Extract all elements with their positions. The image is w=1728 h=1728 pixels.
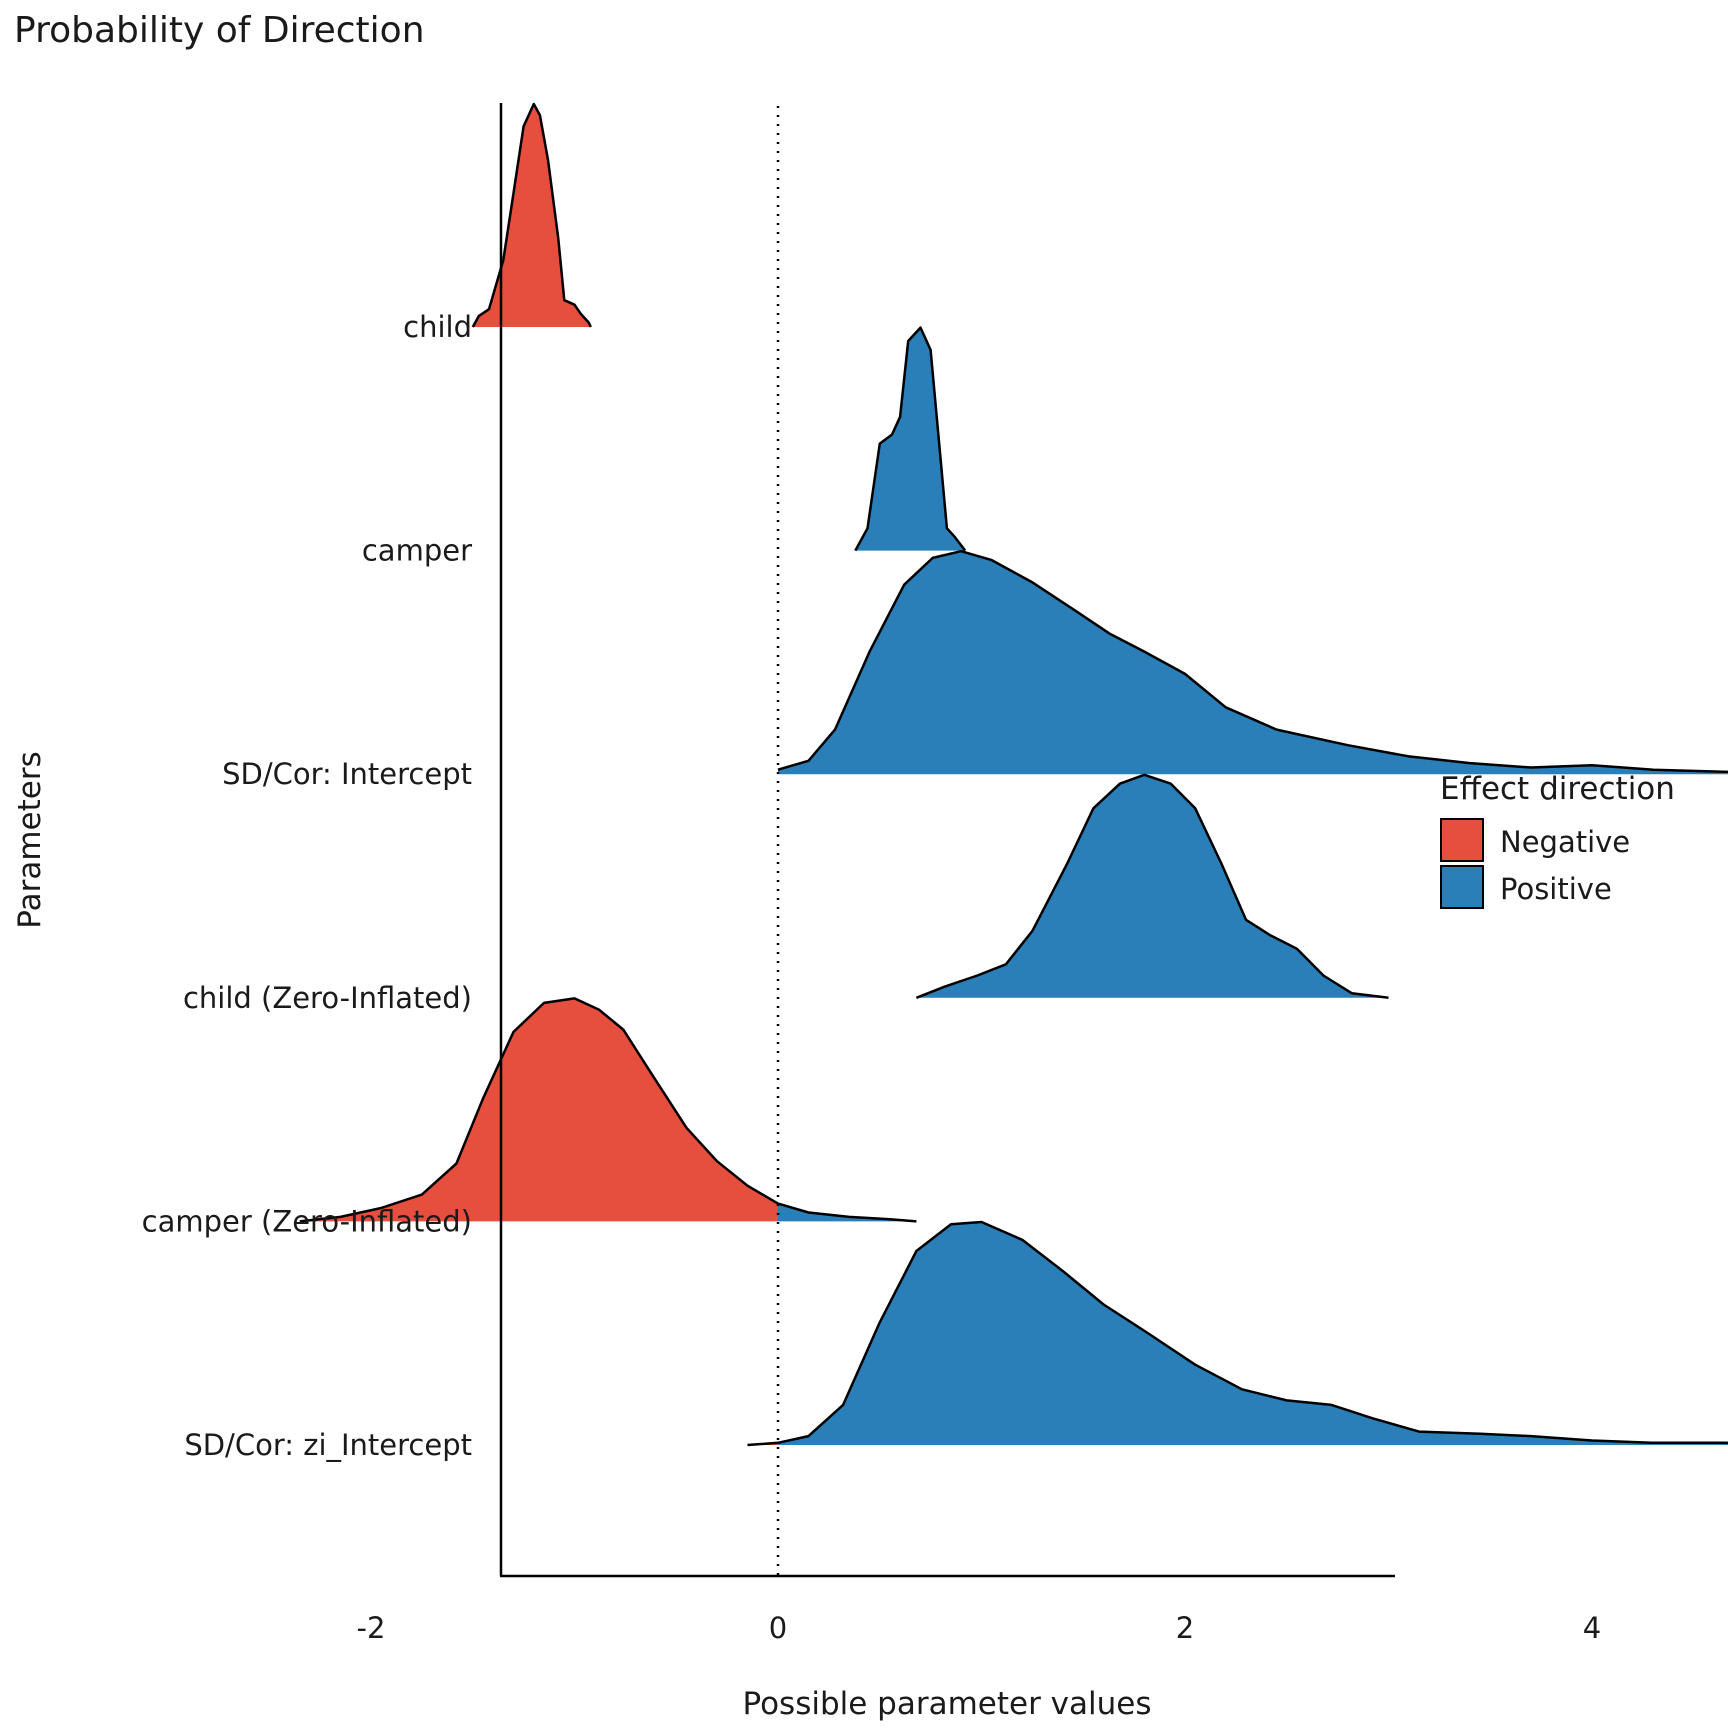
legend: Effect direction Negative Positive — [1440, 771, 1675, 909]
ridges-layer — [299, 102, 1728, 1447]
x-tick-label: 0 — [769, 1611, 787, 1645]
x-tick-label: -2 — [357, 1611, 386, 1645]
y-tick-label: camper — [362, 534, 472, 568]
ridge-outline — [915, 773, 1389, 1000]
y-tick-labels: child camper SD/Cor: Intercept child (Zero-… — [142, 310, 472, 1462]
legend-title: Effect direction — [1440, 771, 1675, 807]
legend-label-negative: Negative — [1500, 825, 1630, 859]
ridge-outline — [854, 326, 967, 552]
ridge-sd-cor-intercept — [777, 549, 1728, 775]
y-tick-label: SD/Cor: Intercept — [222, 757, 472, 791]
legend-label-positive: Positive — [1500, 872, 1612, 906]
ridge-positive-area — [916, 774, 1389, 998]
x-tick-label: 4 — [1583, 1611, 1601, 1645]
y-tick-label: camper (Zero-Inflated) — [142, 1204, 472, 1238]
legend-swatch-negative — [1440, 818, 1484, 862]
legend-swatch-positive — [1440, 865, 1484, 909]
y-tick-label: child — [403, 310, 472, 344]
ridge-outline — [299, 997, 917, 1223]
ridge-positive-area — [778, 1203, 917, 1222]
y-tick-label: child (Zero-Inflated) — [183, 981, 472, 1015]
x-tick-labels: -20246 — [357, 1611, 1602, 1645]
ridge-positive-area — [855, 327, 966, 551]
y-tick-label: SD/Cor: zi_Intercept — [184, 1428, 472, 1462]
ridge-positive-area — [778, 551, 1728, 775]
ridge-outline — [747, 1220, 1728, 1447]
ridge-negative-area — [472, 104, 591, 327]
ridge-negative-area — [299, 998, 778, 1222]
ridge-camper — [854, 326, 967, 552]
ridge-outline — [471, 102, 592, 328]
ridge-positive-area — [778, 1222, 1728, 1445]
chart-title: Probability of Direction — [14, 10, 425, 51]
ridge-outline — [777, 549, 1728, 774]
ridge-child — [471, 102, 592, 328]
x-tick-label: 2 — [1176, 1611, 1194, 1645]
ridge-child-zero-inflated — [915, 773, 1389, 1000]
ridge-camper-zero-inflated — [299, 997, 917, 1223]
ridge-sd-cor-zi-intercept — [747, 1220, 1728, 1447]
y-axis-label: Parameters — [12, 751, 48, 928]
x-axis-label: Possible parameter values — [742, 1686, 1151, 1722]
